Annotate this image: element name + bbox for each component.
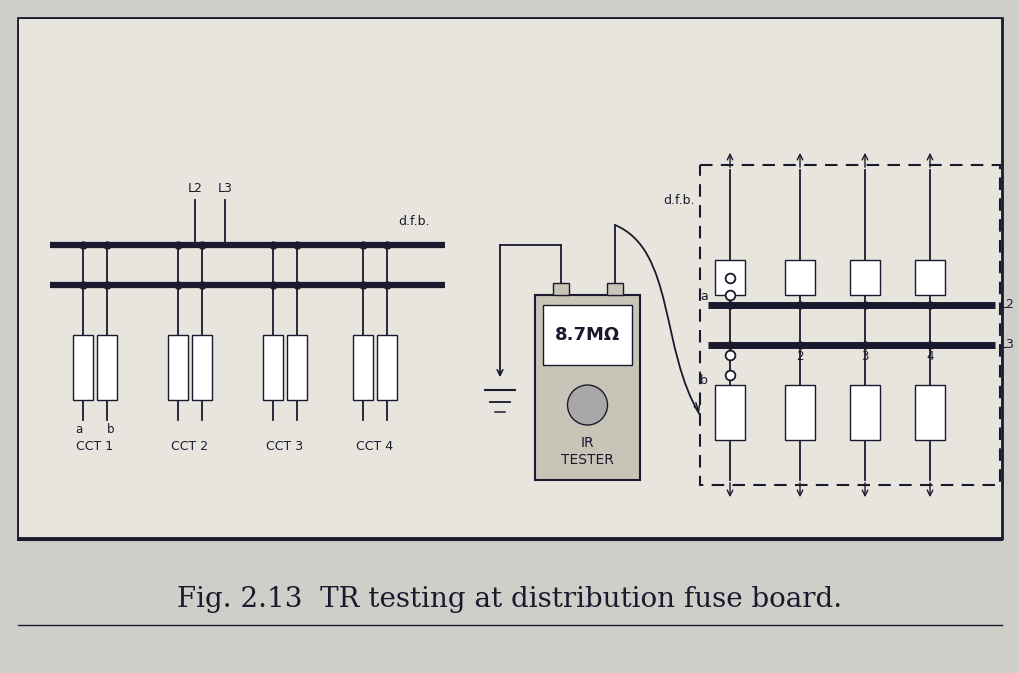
Text: d.f.b.: d.f.b.: [398, 215, 430, 228]
Bar: [286, 335, 307, 400]
Bar: [699, 165, 999, 485]
Text: 8.7MΩ: 8.7MΩ: [554, 326, 620, 344]
Text: a: a: [75, 423, 83, 436]
Text: b: b: [107, 423, 114, 436]
Bar: [168, 335, 187, 400]
Text: CCT 2: CCT 2: [171, 440, 208, 453]
Bar: [73, 335, 93, 400]
Bar: [192, 335, 212, 400]
Bar: [552, 283, 569, 295]
Bar: [542, 305, 632, 365]
Bar: [377, 335, 396, 400]
Text: CCT 4: CCT 4: [356, 440, 393, 453]
Text: IR: IR: [580, 436, 594, 450]
Bar: [18, 18, 1001, 538]
Bar: [97, 335, 117, 400]
Bar: [714, 260, 744, 295]
Bar: [535, 295, 639, 480]
Text: 4: 4: [925, 350, 932, 363]
Bar: [353, 335, 373, 400]
Text: a: a: [700, 291, 707, 304]
Circle shape: [567, 385, 607, 425]
Bar: [19, 19, 1000, 537]
Bar: [849, 385, 879, 440]
Bar: [914, 260, 944, 295]
Text: L2: L2: [187, 182, 202, 195]
Text: 1: 1: [726, 350, 733, 363]
Bar: [263, 335, 282, 400]
Text: L3: L3: [217, 182, 232, 195]
Text: Fig. 2.13  TR testing at distribution fuse board.: Fig. 2.13 TR testing at distribution fus…: [177, 586, 842, 614]
Bar: [914, 385, 944, 440]
Bar: [849, 260, 879, 295]
Text: CCT 1: CCT 1: [76, 440, 113, 453]
Bar: [785, 260, 814, 295]
Text: TESTER: TESTER: [560, 453, 613, 467]
Text: 3: 3: [860, 350, 868, 363]
Text: d.f.b.: d.f.b.: [662, 194, 694, 207]
Bar: [714, 385, 744, 440]
Text: 2: 2: [796, 350, 803, 363]
Bar: [785, 385, 814, 440]
Text: L2: L2: [999, 299, 1014, 312]
Text: CCT 3: CCT 3: [266, 440, 304, 453]
Text: b: b: [699, 374, 707, 386]
Text: L3: L3: [999, 339, 1014, 351]
Bar: [606, 283, 623, 295]
